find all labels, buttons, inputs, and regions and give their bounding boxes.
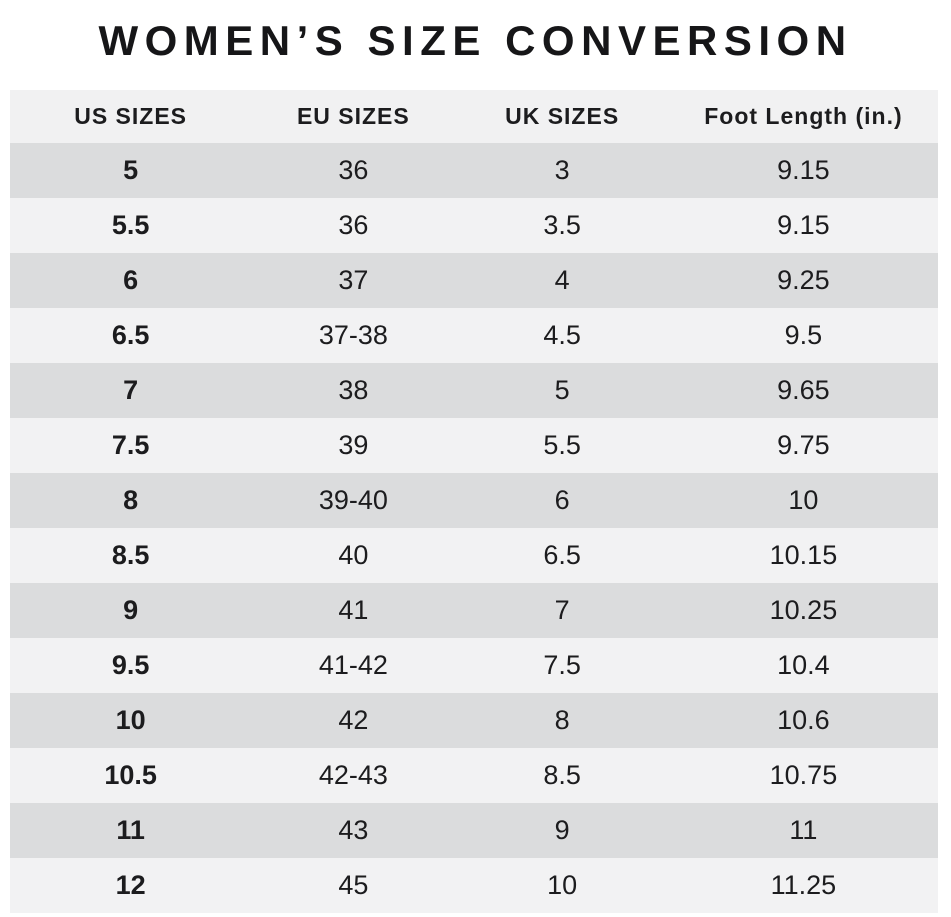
table-head: US SIZES EU SIZES UK SIZES Foot Length (in.… (10, 90, 938, 143)
cell-us-size: 7 (10, 363, 252, 418)
cell-uk-size: 3.5 (455, 198, 669, 253)
cell-us-size: 6.5 (10, 308, 252, 363)
table-row: 10 42 8 10.6 (10, 693, 938, 748)
cell-us-size: 9 (10, 583, 252, 638)
cell-uk-size: 7 (455, 583, 669, 638)
table-row: 6 37 4 9.25 (10, 253, 938, 308)
table-row: 6.5 37-38 4.5 9.5 (10, 308, 938, 363)
cell-eu-size: 42 (251, 693, 456, 748)
table-row: 8.5 40 6.5 10.15 (10, 528, 938, 583)
table-row: 9 41 7 10.25 (10, 583, 938, 638)
cell-foot-length: 10 (668, 473, 938, 528)
cell-uk-size: 5.5 (455, 418, 669, 473)
size-conversion-table: US SIZES EU SIZES UK SIZES Foot Length (in.… (10, 90, 938, 913)
cell-eu-size: 42-43 (251, 748, 456, 803)
cell-foot-length: 11 (668, 803, 938, 858)
cell-uk-size: 4.5 (455, 308, 669, 363)
table-row: 7.5 39 5.5 9.75 (10, 418, 938, 473)
table-body: 5 36 3 9.15 5.5 36 3.5 9.15 6 37 4 9.25 6.5 37-38 4.5 9… (10, 143, 938, 913)
header-eu-sizes: EU SIZES (251, 90, 456, 143)
cell-eu-size: 41 (251, 583, 456, 638)
cell-foot-length: 10.25 (668, 583, 938, 638)
cell-foot-length: 10.75 (668, 748, 938, 803)
header-uk-sizes: UK SIZES (455, 90, 669, 143)
cell-us-size: 8.5 (10, 528, 252, 583)
table-row: 7 38 5 9.65 (10, 363, 938, 418)
cell-us-size: 5.5 (10, 198, 252, 253)
cell-uk-size: 3 (455, 143, 669, 198)
cell-eu-size: 43 (251, 803, 456, 858)
cell-foot-length: 10.4 (668, 638, 938, 693)
cell-uk-size: 6.5 (455, 528, 669, 583)
table-row: 5 36 3 9.15 (10, 143, 938, 198)
cell-uk-size: 6 (455, 473, 669, 528)
cell-eu-size: 41-42 (251, 638, 456, 693)
cell-uk-size: 4 (455, 253, 669, 308)
cell-foot-length: 10.6 (668, 693, 938, 748)
cell-us-size: 12 (10, 858, 252, 913)
cell-foot-length: 11.25 (668, 858, 938, 913)
cell-foot-length: 9.15 (668, 198, 938, 253)
cell-eu-size: 45 (251, 858, 456, 913)
cell-foot-length: 9.15 (668, 143, 938, 198)
cell-eu-size: 38 (251, 363, 456, 418)
cell-eu-size: 37-38 (251, 308, 456, 363)
table-row: 5.5 36 3.5 9.15 (10, 198, 938, 253)
cell-us-size: 9.5 (10, 638, 252, 693)
cell-uk-size: 8.5 (455, 748, 669, 803)
table-row: 9.5 41-42 7.5 10.4 (10, 638, 938, 693)
cell-foot-length: 9.5 (668, 308, 938, 363)
cell-us-size: 8 (10, 473, 252, 528)
header-foot-length: Foot Length (in.) (668, 90, 938, 143)
cell-uk-size: 5 (455, 363, 669, 418)
cell-uk-size: 9 (455, 803, 669, 858)
cell-uk-size: 8 (455, 693, 669, 748)
cell-eu-size: 36 (251, 198, 456, 253)
table-row: 8 39-40 6 10 (10, 473, 938, 528)
page-title: WOMEN’S SIZE CONVERSION (98, 17, 853, 64)
cell-eu-size: 39-40 (251, 473, 456, 528)
cell-us-size: 10 (10, 693, 252, 748)
cell-us-size: 10.5 (10, 748, 252, 803)
table-row: 10.5 42-43 8.5 10.75 (10, 748, 938, 803)
cell-foot-length: 9.65 (668, 363, 938, 418)
header-us-sizes: US SIZES (10, 90, 252, 143)
cell-eu-size: 39 (251, 418, 456, 473)
cell-foot-length: 9.75 (668, 418, 938, 473)
header-row: US SIZES EU SIZES UK SIZES Foot Length (in.… (10, 90, 938, 143)
cell-foot-length: 9.25 (668, 253, 938, 308)
cell-eu-size: 40 (251, 528, 456, 583)
table-row: 12 45 10 11.25 (10, 858, 938, 913)
cell-eu-size: 36 (251, 143, 456, 198)
cell-us-size: 11 (10, 803, 252, 858)
cell-eu-size: 37 (251, 253, 456, 308)
cell-uk-size: 7.5 (455, 638, 669, 693)
cell-us-size: 6 (10, 253, 252, 308)
cell-us-size: 7.5 (10, 418, 252, 473)
table-row: 11 43 9 11 (10, 803, 938, 858)
cell-us-size: 5 (10, 143, 252, 198)
cell-uk-size: 10 (455, 858, 669, 913)
cell-foot-length: 10.15 (668, 528, 938, 583)
